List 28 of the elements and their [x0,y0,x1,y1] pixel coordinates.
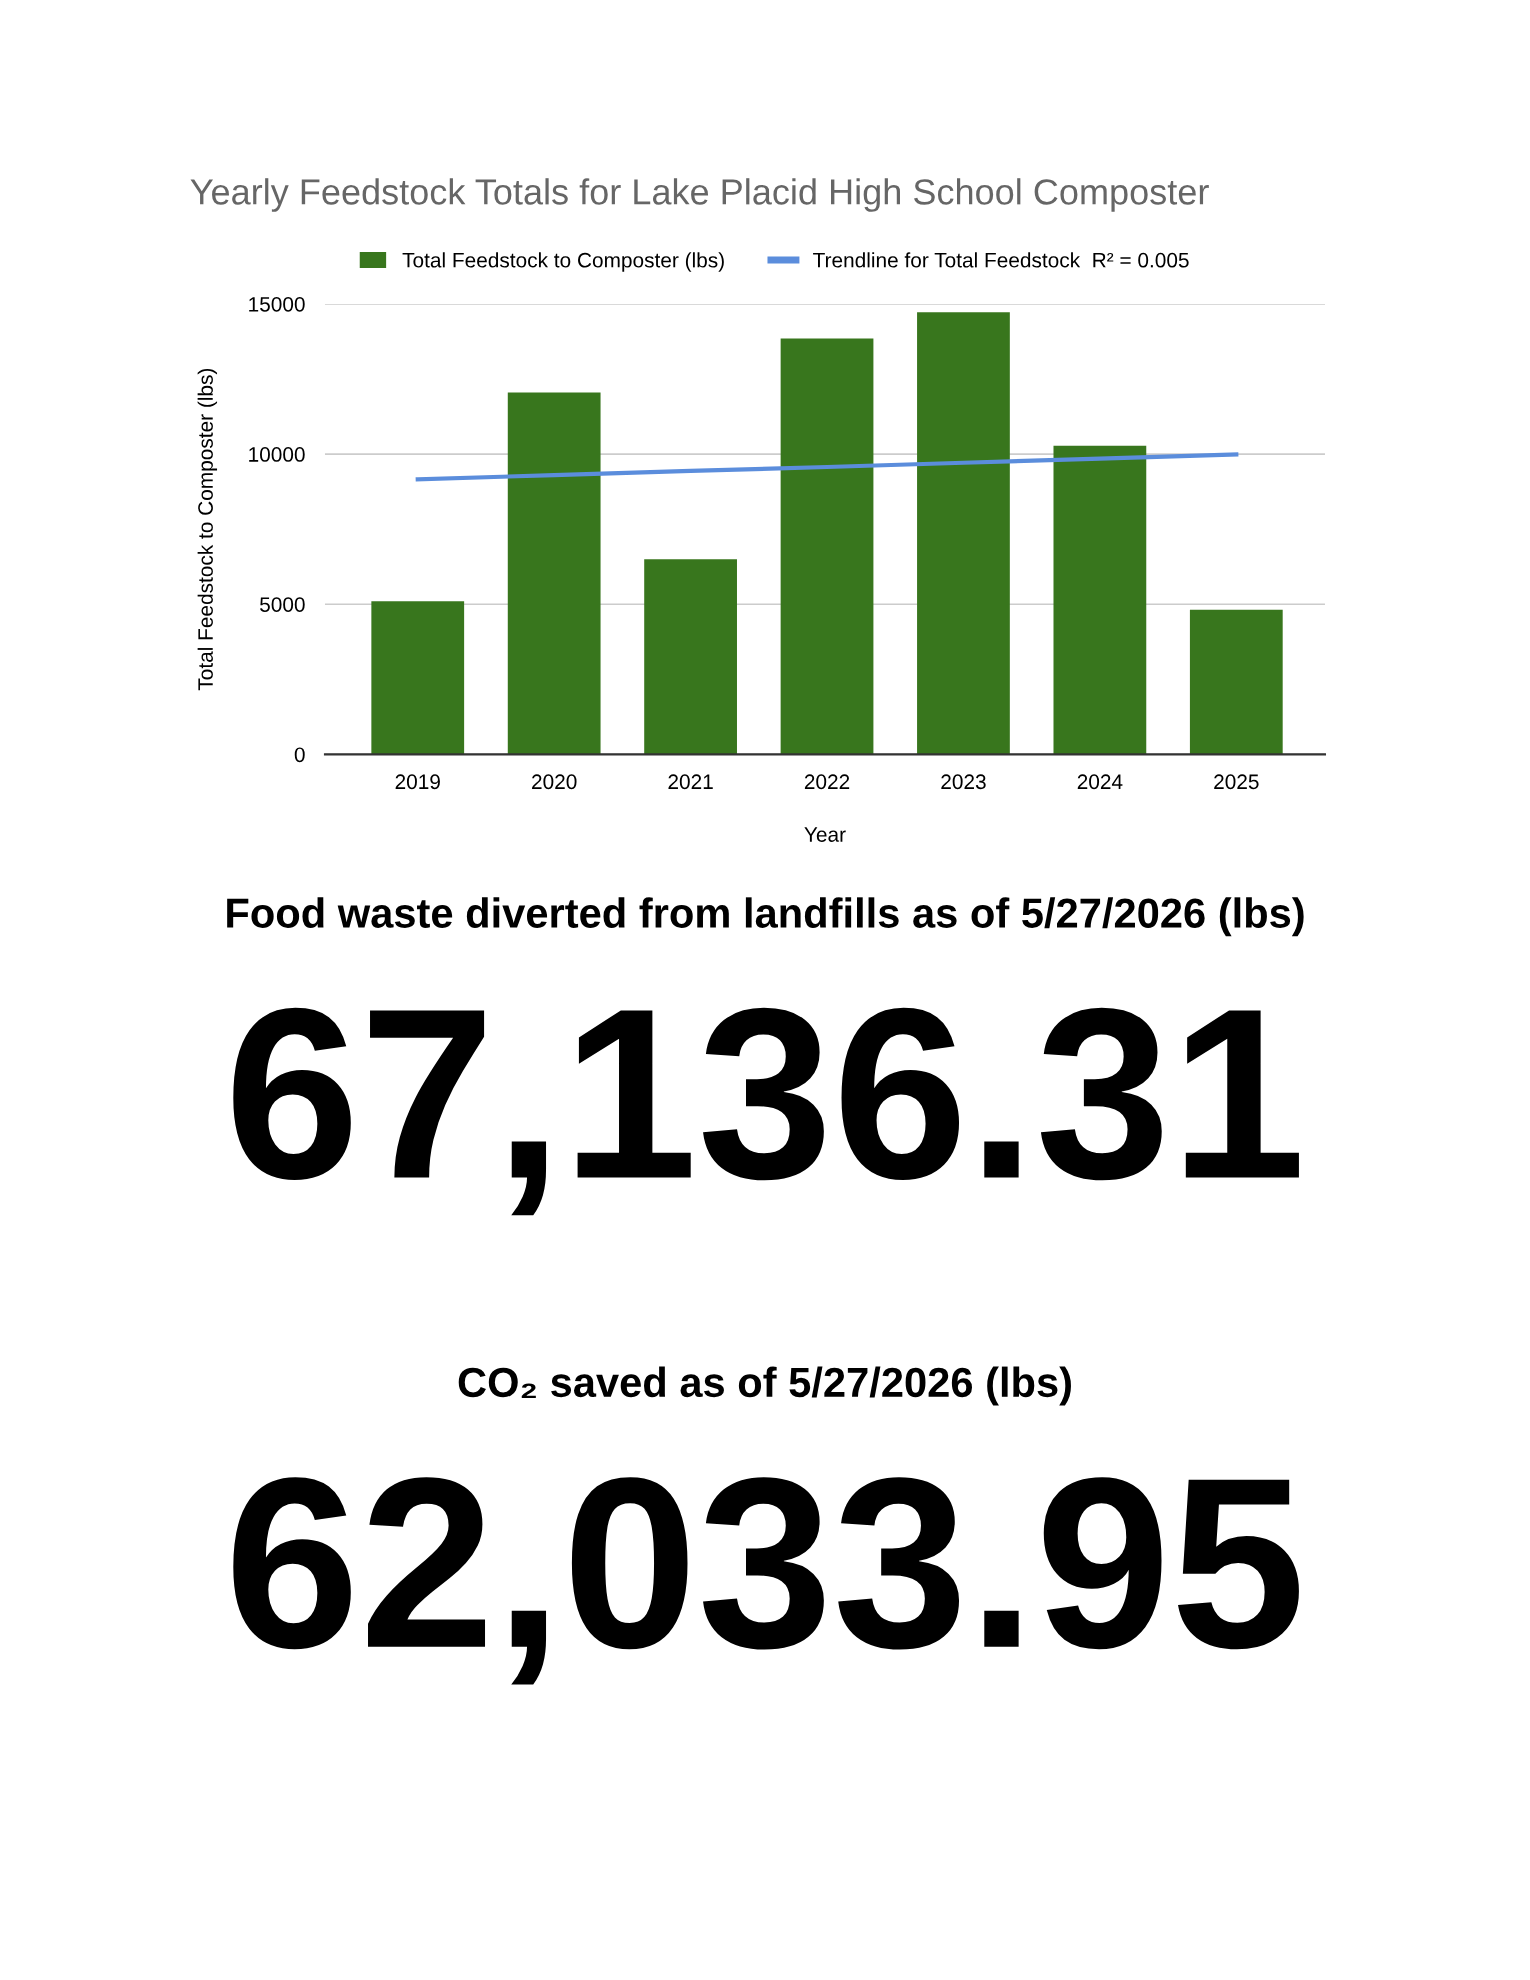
x-tick-label: 2022 [804,774,850,790]
y-axis-title: Total Feedstock to Composter (lbs) [197,368,218,691]
x-tick-label: 2019 [395,774,440,790]
bar [371,601,465,755]
bar [507,392,601,755]
x-tick-label: 2023 [941,774,986,790]
chart-title: Yearly Feedstock Totals for Lake Placid High School Composter [190,178,1209,212]
text: 67,136.31 [233,1007,1299,1216]
legend-label: Trendline for Total Feedstock R² = 0.005 [813,252,1189,268]
text: Food waste diverted from landfills as of 5/27/2026 (lbs) [227,897,1304,937]
bar [917,312,1010,755]
y-tick-label: 10000 [249,447,305,462]
x-tick-label: 2021 [668,774,713,790]
y-tick-label: 5000 [260,597,305,612]
bar [1189,609,1283,755]
line-series [415,452,1239,482]
y-tick-label: 15000 [249,296,305,312]
text: CO₂ saved as of 5/27/2026 (lbs) [458,1366,1071,1406]
text: 62,033.95 [233,1477,1299,1685]
y-tick-label: 0 [294,747,305,763]
x-tick-label: 2024 [1077,774,1123,790]
legend-label: Total Feedstock to Composter (lbs) [402,252,724,272]
bar [780,338,874,755]
x-tick-label: 2025 [1214,774,1259,790]
bar [644,559,737,755]
bar [1053,445,1147,755]
x-tick-label: 2020 [532,774,577,790]
x-axis-title: Year [804,827,846,842]
